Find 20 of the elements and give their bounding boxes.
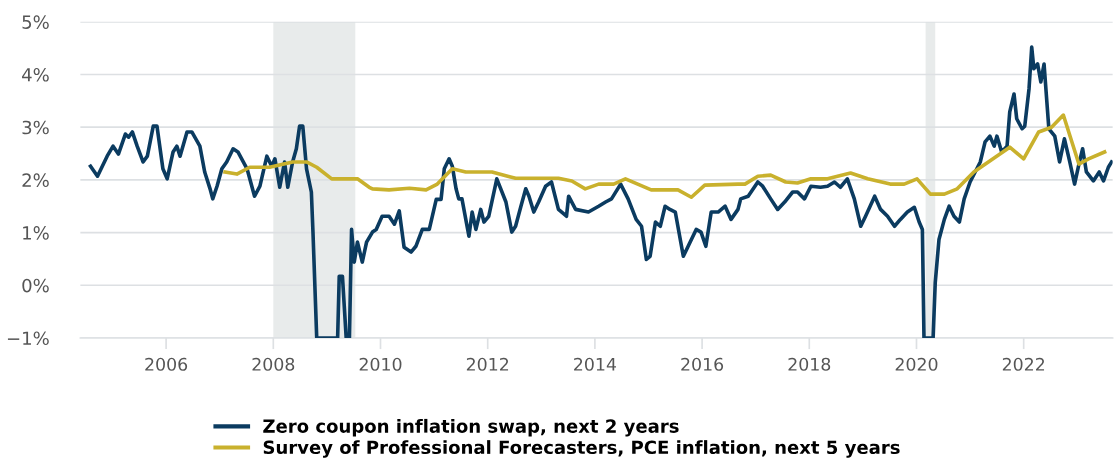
y-tick-label: −1% [7,331,49,346]
x-tick-label: 2016 [681,357,724,371]
x-tick-label: 2022 [1002,357,1045,371]
y-tick-label: 4% [22,67,49,82]
y-tick-label: 3% [22,120,49,135]
x-tick-label: 2008 [252,357,295,371]
y-tick-label: 5% [22,15,49,29]
y-tick-label: 2% [22,173,49,187]
y-tick-label: 1% [23,226,49,240]
y-tick-label: 0% [22,278,49,293]
x-tick-label: 2010 [359,357,402,371]
x-tick-label: 2018 [788,357,831,371]
legend-label: Zero coupon inflation swap, next 2 years [263,418,679,437]
x-tick-label: 2020 [895,357,938,371]
x-tick-label: 2012 [466,357,509,371]
line-series [223,113,1107,200]
line-series [88,45,1113,338]
x-tick-label: 2006 [145,357,188,371]
x-tick-label: 2014 [574,357,617,371]
legend-label: Survey of Professional Forecasters, PCE inflation, next 5 years [263,440,900,458]
